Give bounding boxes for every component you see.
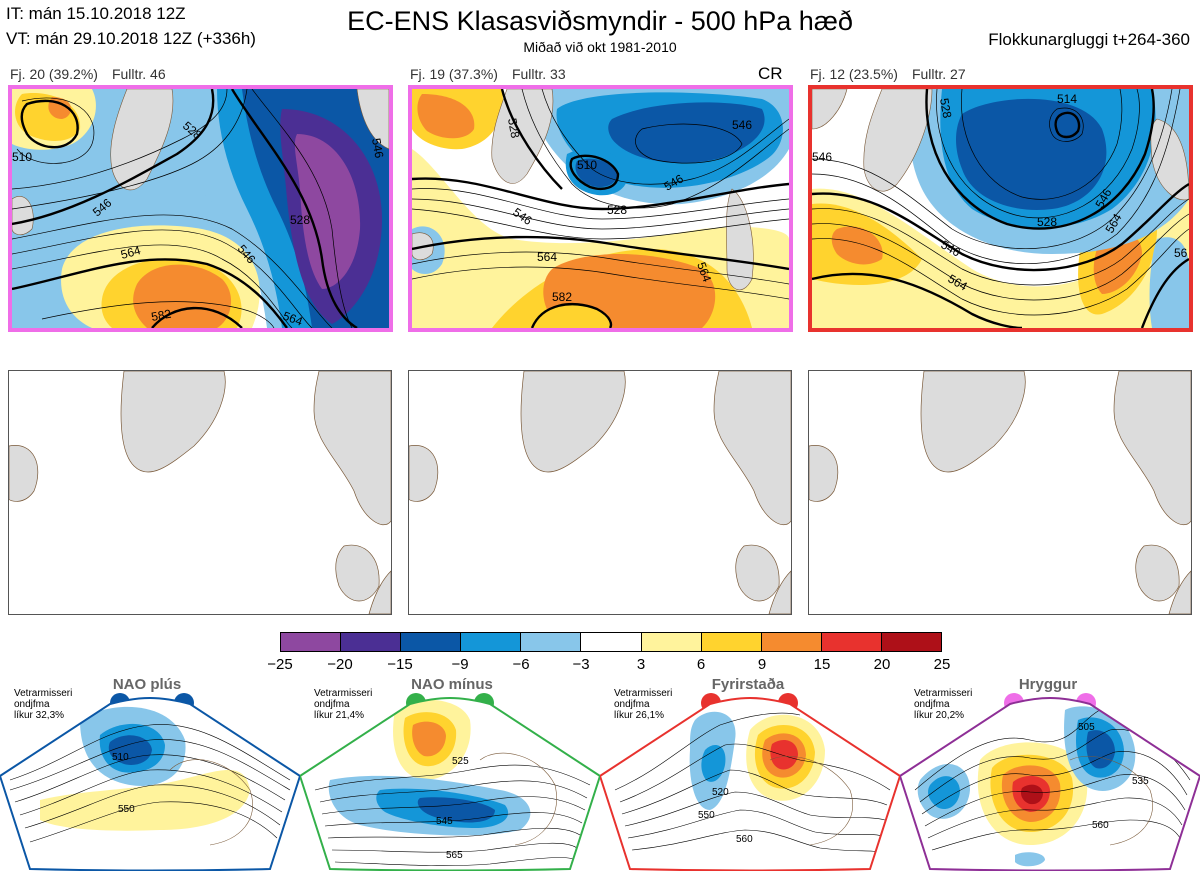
- contour-label: 565: [446, 850, 463, 861]
- legend-tick: 9: [757, 656, 767, 673]
- cluster-3-blank-map: [808, 370, 1192, 615]
- contour-label: 550: [118, 804, 135, 815]
- legend-tick: 3: [636, 656, 646, 673]
- cluster-3-map: 528 514 546 528 546 564 546 564 56: [808, 85, 1193, 332]
- cluster-3-label: Fj. 12 (23.5%) Fulltr. 27: [810, 66, 980, 82]
- contour-label: 520: [712, 787, 729, 798]
- contour-label: 560: [1092, 820, 1109, 831]
- regime-1-title: NAO plús: [112, 676, 182, 693]
- cluster-1-blank-map: [8, 370, 392, 615]
- contour-label: 560: [736, 834, 753, 845]
- legend-swatch: [821, 633, 882, 651]
- contour-label: 528: [290, 213, 310, 227]
- legend-tick: −25: [267, 656, 293, 673]
- cluster-2-fraction: Fj. 19 (37.3%): [410, 66, 498, 82]
- cluster-3-fraction: Fj. 12 (23.5%): [810, 66, 898, 82]
- cluster-1-fraction: Fj. 20 (39.2%): [10, 66, 98, 82]
- regime-2-map: 525 545 565: [300, 680, 600, 871]
- contour-label: 564: [119, 243, 142, 262]
- cluster-2-map: 528 510 528 546 546 546 564 564 582: [408, 85, 793, 332]
- legend-tick: 25: [933, 656, 951, 673]
- contour-label: 510: [577, 158, 597, 172]
- legend-tick: −20: [327, 656, 353, 673]
- contour-label: 546: [812, 150, 832, 164]
- regime-4-title: Hryggur: [1018, 676, 1078, 693]
- contour-label: 564: [694, 260, 714, 284]
- contour-label: 564: [281, 309, 305, 328]
- contour-label: 510: [12, 150, 32, 164]
- legend-tick: 15: [813, 656, 831, 673]
- contour-label: 545: [436, 816, 453, 827]
- legend-swatch: [281, 633, 342, 651]
- regime-3-map: 520 550 560: [600, 680, 900, 871]
- cluster-1-representative: Fulltr. 46: [111, 66, 166, 82]
- cluster-2-representative: Fulltr. 33: [511, 66, 566, 82]
- legend-tick: −9: [451, 656, 469, 673]
- contour-label: 550: [698, 810, 715, 821]
- contour-label: 528: [937, 97, 954, 119]
- contour-label: 528: [505, 117, 522, 139]
- regime-3-title: Fyrirstaða: [711, 676, 785, 693]
- contour-label: 514: [1057, 92, 1077, 106]
- contour-label: 582: [150, 307, 172, 324]
- legend-swatch: [761, 633, 822, 651]
- contour-label: 510: [112, 752, 129, 763]
- contour-label: 564: [537, 250, 557, 264]
- cluster-1-map: 510 528 546 546 528 546 564 582 564: [8, 85, 393, 332]
- contour-label: 582: [552, 290, 572, 304]
- cluster-1-label: Fj. 20 (39.2%) Fulltr. 46: [10, 66, 180, 82]
- cluster-2-control-tag: CR: [758, 64, 783, 83]
- legend-tick: −15: [387, 656, 413, 673]
- legend-swatch: [701, 633, 762, 651]
- regime-4-map: 505 535 560: [900, 680, 1200, 871]
- regime-1-map: 510 550: [0, 680, 300, 871]
- contour-label: 535: [1132, 776, 1149, 787]
- legend-swatch: [461, 633, 522, 651]
- contour-label: 56: [1174, 246, 1188, 260]
- regime-1-info: Vetrarmisseri ondjfma líkur 32,3%: [14, 688, 73, 721]
- regime-3-info: Vetrarmisseri ondjfma líkur 26,1%: [614, 688, 673, 721]
- legend-tick: −6: [512, 656, 530, 673]
- legend-swatch: [521, 633, 582, 651]
- contour-label: 505: [1078, 722, 1095, 733]
- regime-4-info: Vetrarmisseri ondjfma líkur 20,2%: [914, 688, 973, 721]
- initial-time: IT: mán 15.10.2018 12Z: [6, 4, 186, 23]
- legend-swatch: [341, 633, 402, 651]
- legend-tick: 20: [873, 656, 891, 673]
- page-title: EC-ENS Klasasviðsmyndir - 500 hPa hæð: [347, 6, 853, 36]
- contour-label: 546: [732, 118, 752, 132]
- anomaly-color-legend: [280, 632, 942, 652]
- contour-label: 546: [369, 137, 386, 159]
- classification-window: Flokkunargluggi t+264-360: [988, 30, 1190, 49]
- cluster-2-blank-map: [408, 370, 792, 615]
- legend-tick: −3: [572, 656, 590, 673]
- page-subtitle: Miðað við okt 1981-2010: [523, 39, 677, 55]
- legend-swatch: [641, 633, 702, 651]
- legend-tick: 6: [696, 656, 706, 673]
- regime-2-info: Vetrarmisseri ondjfma líkur 21,4%: [314, 688, 373, 721]
- regime-2-title: NAO mínus: [411, 676, 493, 693]
- legend-swatch: [581, 633, 642, 651]
- contour-label: 525: [452, 756, 469, 767]
- cluster-3-representative: Fulltr. 27: [911, 66, 966, 82]
- legend-swatch: [881, 633, 942, 651]
- contour-label: 528: [1037, 215, 1057, 229]
- valid-time: VT: mán 29.10.2018 12Z (+336h): [6, 29, 256, 48]
- contour-label: 528: [607, 203, 627, 217]
- cluster-2-label: Fj. 19 (37.3%) Fulltr. 33: [410, 66, 580, 82]
- legend-swatch: [401, 633, 462, 651]
